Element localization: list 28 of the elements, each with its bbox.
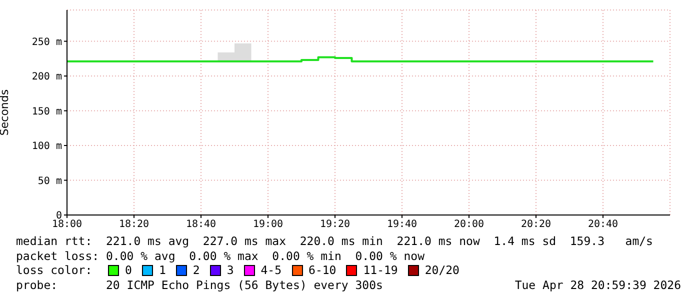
y-tick-label: 200 m: [32, 72, 62, 83]
y-tick-label: 50 m: [38, 176, 62, 187]
text: 3: [226, 263, 234, 278]
x-tick-label: 20:40: [588, 219, 618, 230]
x-tick-label: 19:00: [252, 219, 284, 230]
text: packet loss: 0.00 % avg 0.00 % max 0.00 % min 0.00 % now: [16, 248, 426, 263]
y-tick-label: 100 m: [32, 141, 62, 152]
text: median rtt: 221.0 ms avg 227.0 ms max 220.0 ms min 221.0 ms now 1.4 ms sd 159.3 am/s: [16, 234, 654, 248]
x-tick-label: 19:40: [386, 219, 418, 230]
text: 4-5: [260, 263, 282, 278]
x-tick-label: 18:20: [118, 219, 150, 230]
text: loss color:: [16, 263, 94, 278]
x-tick-label: 19:20: [320, 219, 350, 230]
x-tick-label: 18:00: [52, 219, 82, 230]
x-tick-label: 20:20: [520, 219, 552, 230]
text: Tue Apr 28 20:59:39 2026: [514, 278, 681, 292]
y-tick-label: 150 m: [32, 106, 62, 118]
text: 1: [158, 263, 166, 278]
y-tick-label: 250 m: [32, 36, 62, 48]
text: 2: [192, 263, 200, 278]
text: 20/20: [424, 263, 460, 278]
y-axis-title: Seconds: [0, 89, 11, 136]
text: 0: [125, 263, 132, 278]
text: 11-19: [363, 263, 398, 278]
text: probe: 20 ICMP Echo Pings (56 Bytes) every 300s: [16, 278, 383, 292]
x-tick-label: 20:00: [454, 219, 484, 230]
x-tick-label: 18:40: [186, 219, 216, 230]
text: 6-10: [308, 263, 336, 278]
